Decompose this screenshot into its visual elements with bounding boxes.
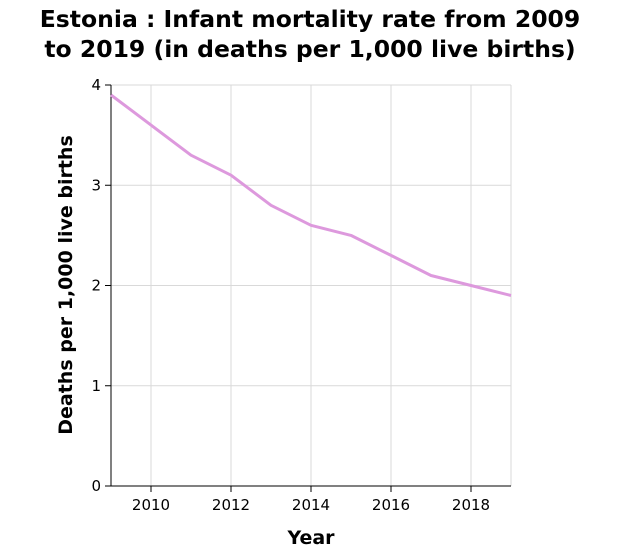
series bbox=[110, 93, 512, 297]
y-tick-label: 2 bbox=[91, 277, 101, 295]
tick-labels: 2010 2012 2014 2016 2018 0 1 2 3 4 bbox=[91, 76, 490, 514]
x-tick-label: 2014 bbox=[292, 496, 330, 514]
y-tick-label: 1 bbox=[91, 377, 101, 395]
x-tick-label: 2016 bbox=[372, 496, 410, 514]
x-tick-label: 2010 bbox=[132, 496, 170, 514]
y-axis-title: Deaths per 1,000 live births bbox=[55, 135, 77, 435]
y-tick-label: 0 bbox=[91, 477, 101, 495]
chart-title-line-1: Estonia : Infant mortality rate from 200… bbox=[39, 5, 581, 33]
grid bbox=[111, 84, 512, 487]
x-tick-label: 2018 bbox=[452, 496, 490, 514]
x-tick-label: 2012 bbox=[212, 496, 250, 514]
chart-title-line-2: to 2019 (in deaths per 1,000 live births… bbox=[44, 35, 576, 63]
y-tick-label: 4 bbox=[91, 76, 101, 94]
chart-title: Estonia : Infant mortality rate from 200… bbox=[0, 4, 620, 64]
x-axis-title: Year bbox=[286, 527, 335, 549]
axes bbox=[105, 84, 511, 492]
series-line bbox=[110, 93, 512, 297]
y-tick-label: 3 bbox=[91, 176, 101, 194]
